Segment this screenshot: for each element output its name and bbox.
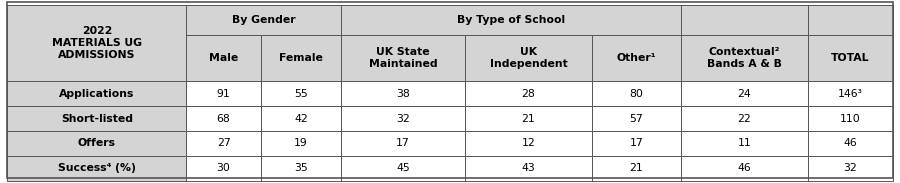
Bar [7,106,186,131]
Text: 32: 32 [843,163,857,173]
Text: 27: 27 [217,139,230,148]
Bar [261,131,341,156]
Bar [592,106,680,131]
Text: 91: 91 [217,89,230,99]
Bar [808,131,893,156]
Text: 24: 24 [737,89,751,99]
Bar [680,106,808,131]
Bar [261,106,341,131]
Bar [186,131,261,156]
Text: Applications: Applications [59,89,134,99]
Bar [464,106,592,131]
Text: UK
Independent: UK Independent [490,47,567,69]
Bar [186,81,261,106]
Text: By Gender: By Gender [232,15,295,25]
Text: 21: 21 [629,163,643,173]
Bar [592,35,680,81]
Bar [7,5,186,81]
Text: 43: 43 [521,163,535,173]
Text: 2022
MATERIALS UG
ADMISSIONS: 2022 MATERIALS UG ADMISSIONS [52,26,142,60]
Bar [186,5,341,35]
Bar [341,5,680,35]
Bar [341,35,464,81]
Text: 28: 28 [521,89,535,99]
Bar [592,131,680,156]
Bar [186,35,261,81]
Text: 80: 80 [629,89,643,99]
Bar [808,5,893,35]
Text: 46: 46 [737,163,751,173]
Bar [592,81,680,106]
Bar [341,81,464,106]
Text: Other¹: Other¹ [616,53,656,63]
Bar [808,156,893,181]
Bar [261,156,341,181]
Text: 12: 12 [521,139,535,148]
Text: Short-listed: Short-listed [61,114,133,124]
Bar [808,81,893,106]
Bar [464,131,592,156]
Text: 55: 55 [294,89,308,99]
Bar [680,5,808,35]
Text: 110: 110 [840,114,860,124]
Bar [341,106,464,131]
Text: UK State
Maintained: UK State Maintained [368,47,437,69]
Bar [186,156,261,181]
Bar [680,156,808,181]
Text: 68: 68 [217,114,230,124]
Text: 45: 45 [396,163,410,173]
Text: 57: 57 [629,114,643,124]
Bar [7,81,186,106]
Bar [464,81,592,106]
Text: Offers: Offers [77,139,116,148]
Bar [464,156,592,181]
Text: 11: 11 [737,139,751,148]
Bar [592,156,680,181]
Text: 42: 42 [294,114,308,124]
Bar [680,81,808,106]
Bar [464,35,592,81]
Text: 146³: 146³ [838,89,863,99]
Text: 38: 38 [396,89,410,99]
Bar [808,106,893,131]
Text: 35: 35 [294,163,308,173]
Bar [261,35,341,81]
Text: 46: 46 [843,139,857,148]
Text: Contextual²
Bands A & B: Contextual² Bands A & B [706,47,782,69]
Text: 32: 32 [396,114,410,124]
Bar [680,35,808,81]
Bar [186,106,261,131]
Text: 17: 17 [629,139,643,148]
Bar [808,35,893,81]
Bar [341,156,464,181]
Text: 17: 17 [396,139,410,148]
Bar [7,156,186,181]
Text: By Type of School: By Type of School [456,15,565,25]
Text: 22: 22 [737,114,751,124]
Text: 21: 21 [521,114,535,124]
Text: Female: Female [279,53,323,63]
Bar [7,131,186,156]
Text: 30: 30 [217,163,230,173]
Text: Male: Male [209,53,238,63]
Bar [341,131,464,156]
Bar [680,131,808,156]
Bar [261,81,341,106]
Text: 19: 19 [294,139,308,148]
Text: TOTAL: TOTAL [831,53,869,63]
Text: Success⁴ (%): Success⁴ (%) [58,163,136,173]
